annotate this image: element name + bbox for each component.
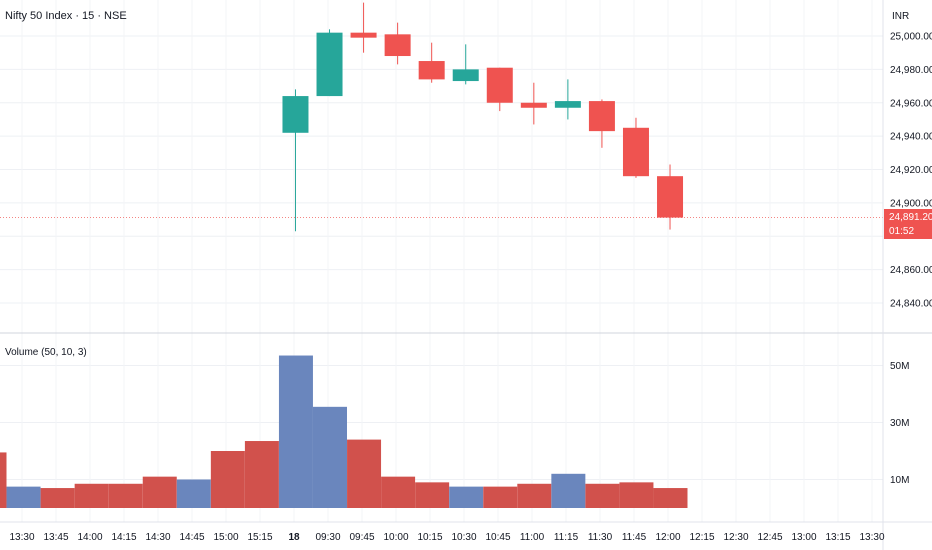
volume-bar[interactable] bbox=[347, 439, 382, 508]
volume-bar[interactable] bbox=[551, 473, 586, 508]
volume-indicator-label[interactable]: Volume (50, 10, 3) bbox=[5, 347, 87, 358]
volume-bar[interactable] bbox=[40, 488, 75, 508]
price-axis-label: 24,840.00 bbox=[890, 299, 932, 310]
volume-bar[interactable] bbox=[415, 482, 450, 508]
symbol-title[interactable]: Nifty 50 Index · 15 · NSE bbox=[5, 10, 127, 22]
candle-body[interactable] bbox=[657, 176, 684, 218]
time-axis-label: 14:45 bbox=[179, 532, 204, 543]
time-axis-label: 13:15 bbox=[825, 532, 850, 543]
candle-body[interactable] bbox=[622, 127, 649, 177]
candle-body[interactable] bbox=[452, 69, 479, 82]
volume-bar[interactable] bbox=[108, 483, 143, 508]
time-axis-label: 11:00 bbox=[520, 532, 545, 543]
volume-axis-label: 10M bbox=[890, 475, 909, 486]
volume-axis[interactable]: 50M 30M 10M bbox=[890, 361, 909, 486]
volume-bar[interactable] bbox=[313, 406, 347, 508]
volume-bar[interactable] bbox=[6, 486, 41, 508]
time-axis-label: 11:15 bbox=[554, 532, 579, 543]
price-badge-background bbox=[884, 209, 932, 239]
volume-bar[interactable] bbox=[278, 355, 313, 508]
time-axis-label: 12:30 bbox=[723, 532, 748, 543]
price-axis-label: 24,980.00 bbox=[890, 65, 932, 76]
volume-bar[interactable] bbox=[244, 441, 279, 508]
currency-label[interactable]: INR bbox=[892, 11, 909, 22]
current-price-badge: 24,891.20 01:52 bbox=[884, 209, 932, 239]
volume-bar[interactable] bbox=[74, 483, 109, 508]
time-axis-label: 10:45 bbox=[485, 532, 510, 543]
time-axis-label: 12:45 bbox=[757, 532, 782, 543]
volume-bar[interactable] bbox=[449, 486, 484, 508]
time-axis[interactable]: 13:30 13:45 14:00 14:15 14:30 14:45 15:00 15:15… bbox=[9, 532, 884, 543]
time-axis-label: 18 bbox=[288, 532, 300, 543]
volume-bar[interactable] bbox=[0, 452, 7, 508]
candle-body[interactable] bbox=[282, 96, 309, 133]
price-axis-label: 24,960.00 bbox=[890, 98, 932, 109]
time-axis-label: 12:15 bbox=[689, 532, 714, 543]
candle-body[interactable] bbox=[418, 61, 445, 80]
price-axis[interactable]: 25,000.00 24,980.00 24,960.00 24,940.00 24,9… bbox=[890, 32, 932, 310]
volume-bar[interactable] bbox=[381, 476, 416, 508]
price-pane[interactable] bbox=[0, 2, 883, 232]
volume-pane[interactable] bbox=[0, 355, 688, 509]
time-axis-label: 12:00 bbox=[655, 532, 680, 543]
time-axis-label: 15:15 bbox=[247, 532, 272, 543]
time-axis-label: 15:00 bbox=[213, 532, 238, 543]
price-axis-label: 24,860.00 bbox=[890, 265, 932, 276]
time-axis-label: 14:30 bbox=[145, 532, 170, 543]
candle-body[interactable] bbox=[350, 32, 377, 38]
time-axis-label: 14:15 bbox=[111, 532, 136, 543]
time-axis-label: 09:45 bbox=[349, 532, 374, 543]
volume-bar[interactable] bbox=[619, 482, 654, 508]
price-axis-label: 24,920.00 bbox=[890, 165, 932, 176]
candle-body[interactable] bbox=[316, 32, 343, 97]
candle-body[interactable] bbox=[588, 101, 615, 132]
bar-countdown: 01:52 bbox=[889, 226, 914, 237]
time-axis-label: 14:00 bbox=[77, 532, 102, 543]
time-axis-label: 13:30 bbox=[859, 532, 884, 543]
time-axis-label: 11:30 bbox=[588, 532, 613, 543]
time-axis-label: 11:45 bbox=[622, 532, 647, 543]
time-axis-label: 13:00 bbox=[791, 532, 816, 543]
volume-bar[interactable] bbox=[210, 451, 245, 508]
volume-bar[interactable] bbox=[483, 486, 518, 508]
candle-body[interactable] bbox=[554, 101, 581, 108]
time-axis-label: 09:30 bbox=[315, 532, 340, 543]
candle-body[interactable] bbox=[486, 67, 513, 103]
price-axis-label: 25,000.00 bbox=[890, 32, 932, 43]
volume-bar[interactable] bbox=[176, 479, 211, 509]
volume-bar[interactable] bbox=[517, 483, 552, 508]
time-axis-label: 13:45 bbox=[43, 532, 68, 543]
time-axis-label: 10:00 bbox=[383, 532, 408, 543]
time-axis-label: 13:30 bbox=[9, 532, 34, 543]
volume-bar[interactable] bbox=[585, 483, 620, 508]
time-axis-label: 10:30 bbox=[451, 532, 476, 543]
price-axis-label: 24,900.00 bbox=[890, 198, 932, 209]
volume-bar[interactable] bbox=[142, 476, 177, 508]
current-price-value: 24,891.20 bbox=[889, 212, 932, 223]
candle-body[interactable] bbox=[520, 102, 547, 108]
volume-axis-label: 30M bbox=[890, 418, 909, 429]
volume-axis-label: 50M bbox=[890, 361, 909, 372]
volume-bar[interactable] bbox=[653, 488, 688, 508]
price-axis-label: 24,940.00 bbox=[890, 132, 932, 143]
candle-body[interactable] bbox=[384, 34, 411, 57]
time-axis-label: 10:15 bbox=[417, 532, 442, 543]
